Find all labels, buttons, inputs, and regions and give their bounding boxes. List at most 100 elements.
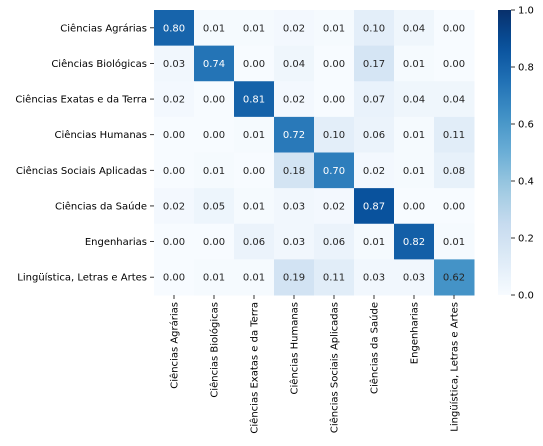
- heatmap-cell: [154, 188, 195, 225]
- cell-value-label: 0.06: [243, 237, 265, 248]
- heatmap-cell: [274, 45, 315, 82]
- heatmap-cell: [234, 116, 275, 153]
- heatmap-cell: [154, 259, 195, 296]
- cell-value-label: 0.01: [443, 237, 465, 248]
- heatmap-cell: [194, 116, 235, 153]
- cell-value-label: 0.03: [363, 273, 385, 284]
- x-tick-label: Ciências da Saúde: [369, 302, 381, 394]
- cell-value-label: 0.01: [243, 130, 265, 141]
- cell-value-label: 0.03: [163, 59, 185, 70]
- cell-value-label: 0.04: [443, 95, 465, 106]
- cell-value-label: 0.80: [163, 23, 185, 34]
- heatmap-cell: [274, 10, 315, 47]
- cell-value-label: 0.04: [403, 95, 425, 106]
- heatmap-cell: [154, 152, 195, 189]
- heatmap-cell: [274, 259, 315, 296]
- x-tick-label: Ciências Biológicas: [209, 302, 221, 398]
- heatmap-cell: [274, 116, 315, 153]
- heatmap-cell: [434, 10, 475, 47]
- heatmap-cell: [274, 223, 315, 260]
- heatmap-cell: [434, 152, 475, 189]
- cell-value-label: 0.04: [283, 59, 305, 70]
- heatmap-cell: [314, 188, 355, 225]
- cell-value-label: 0.01: [243, 201, 265, 212]
- cell-value-label: 0.70: [323, 166, 345, 177]
- cell-value-label: 0.00: [443, 23, 465, 34]
- y-axis: Ciências Agrárias Ciências Biológicas Ciên…: [15, 22, 154, 284]
- cell-value-label: 0.72: [283, 130, 305, 141]
- cell-value-label: 0.01: [403, 166, 425, 177]
- y-tick-label: Ciências Biológicas: [51, 58, 147, 70]
- cell-value-label: 0.02: [283, 95, 305, 106]
- cell-value-label: 0.00: [443, 201, 465, 212]
- heatmap-cell: [234, 259, 275, 296]
- y-tick-label: Ciências Humanas: [55, 129, 147, 141]
- cell-value-label: 0.00: [243, 59, 265, 70]
- heatmap-cell: [194, 152, 235, 189]
- heatmap-cell: [314, 81, 355, 118]
- heatmap-cell: [394, 188, 435, 225]
- heatmap-cell: [394, 10, 435, 47]
- heatmap-cell: [434, 81, 475, 118]
- heatmap-cell: [194, 259, 235, 296]
- heatmap-cell: [394, 45, 435, 82]
- heatmap-cell: [314, 152, 355, 189]
- y-tick-label: Engenharias: [85, 237, 147, 248]
- heatmap-cell: [434, 223, 475, 260]
- cell-value-label: 0.04: [403, 23, 425, 34]
- heatmap-cell: [194, 45, 235, 82]
- cell-value-label: 0.06: [363, 130, 385, 141]
- heatmap-cell: [154, 81, 195, 118]
- x-tick-label: Lingüística, Letras e Artes: [449, 302, 461, 432]
- heatmap-cell: [274, 188, 315, 225]
- cell-value-label: 0.19: [283, 273, 305, 284]
- heatmap-cell: [354, 10, 395, 47]
- heatmap-cell: [434, 116, 475, 153]
- cell-value-label: 0.03: [283, 237, 305, 248]
- heatmap-cell: [354, 116, 395, 153]
- heatmap-cell: [354, 152, 395, 189]
- cell-value-label: 0.00: [163, 237, 185, 248]
- cell-value-label: 0.00: [203, 130, 225, 141]
- cell-value-label: 0.17: [363, 59, 385, 70]
- heatmap-cell: [394, 116, 435, 153]
- cell-value-label: 0.11: [323, 273, 345, 284]
- heatmap-cell: [234, 188, 275, 225]
- cell-value-label: 0.01: [363, 237, 385, 248]
- heatmap-cell: [194, 188, 235, 225]
- cell-value-label: 0.01: [203, 23, 225, 34]
- cell-value-label: 0.02: [323, 201, 345, 212]
- cell-value-label: 0.05: [203, 201, 225, 212]
- heatmap-cell: [234, 223, 275, 260]
- heatmap-cell: [394, 152, 435, 189]
- heatmap-cell: [234, 45, 275, 82]
- heatmap-cell: [234, 81, 275, 118]
- colorbar-tick-label: 0.4: [518, 177, 534, 188]
- heatmap-cell-labels: 0.80 0.01 0.01 0.02 0.01 0.10 0.04 0.00 0.03 0.74…: [163, 23, 465, 283]
- cell-value-label: 0.01: [403, 130, 425, 141]
- heatmap-cell: [394, 259, 435, 296]
- x-tick-label: Ciências Agrárias: [169, 302, 181, 389]
- heatmap-cell: [314, 10, 355, 47]
- cell-value-label: 0.02: [363, 166, 385, 177]
- heatmap-cell: [354, 259, 395, 296]
- colorbar-tick-label: 0.6: [518, 120, 534, 131]
- y-tick-label: Ciências da Saúde: [55, 200, 147, 212]
- cell-value-label: 0.01: [243, 23, 265, 34]
- cell-value-label: 0.08: [443, 166, 465, 177]
- cell-value-label: 0.01: [243, 273, 265, 284]
- colorbar-ticks: 0.0 0.2 0.4 0.6 0.8 1.0: [511, 6, 534, 302]
- heatmap-cell: [354, 188, 395, 225]
- cell-value-label: 0.00: [443, 59, 465, 70]
- cell-value-label: 0.00: [403, 201, 425, 212]
- x-tick-label: Ciências Sociais Aplicadas: [329, 302, 341, 433]
- cell-value-label: 0.01: [203, 166, 225, 177]
- heatmap-cell: [314, 116, 355, 153]
- cell-value-label: 0.02: [283, 23, 305, 34]
- heatmap-cell: [354, 223, 395, 260]
- heatmap-cell: [194, 10, 235, 47]
- heatmap-cell: [434, 259, 475, 296]
- x-axis: Ciências Agrárias Ciências Biológicas Ciên…: [169, 295, 461, 434]
- heatmap-cell: [314, 223, 355, 260]
- cell-value-label: 0.02: [163, 201, 185, 212]
